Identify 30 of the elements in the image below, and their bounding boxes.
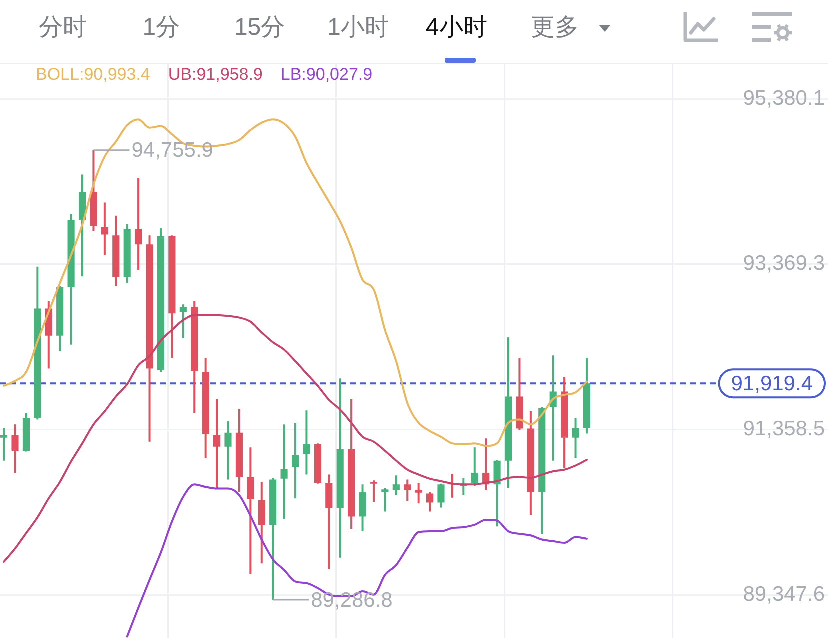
candlestick (214, 399, 221, 488)
candlestick (101, 202, 108, 256)
text: 15分 (234, 13, 286, 43)
candlestick (382, 488, 389, 512)
text: 1小时 (328, 13, 389, 43)
line-series (3, 118, 588, 448)
text: LB:90,027.9 (280, 65, 373, 84)
y-tick-label: 95,380.1 (743, 86, 825, 110)
text: 更多 (531, 13, 579, 43)
candlestick (415, 483, 422, 504)
y-tick-label: 91,358.5 (743, 418, 825, 441)
text: BOLL:90,993.4 (36, 65, 150, 84)
text: 91,919.4 (731, 372, 814, 396)
candlestick (370, 480, 378, 502)
text: 4小时 (426, 13, 488, 43)
annotation: 94,755.9 (132, 139, 214, 162)
candlestick (572, 418, 580, 458)
text: 分时 (39, 13, 87, 43)
candlestick (303, 410, 310, 475)
y-tick-label: 89,347.6 (743, 582, 825, 606)
line-series (126, 484, 588, 638)
annotation: 89,286.8 (311, 588, 393, 612)
candlestick (0, 428, 8, 461)
candlestick (224, 421, 232, 480)
candlestick (292, 423, 300, 499)
text: UB:91,958.9 (168, 65, 263, 84)
y-tick-label: 93,369.3 (743, 252, 825, 276)
text: 1分 (142, 13, 180, 43)
candlestick (280, 424, 288, 520)
line-series (3, 314, 588, 563)
